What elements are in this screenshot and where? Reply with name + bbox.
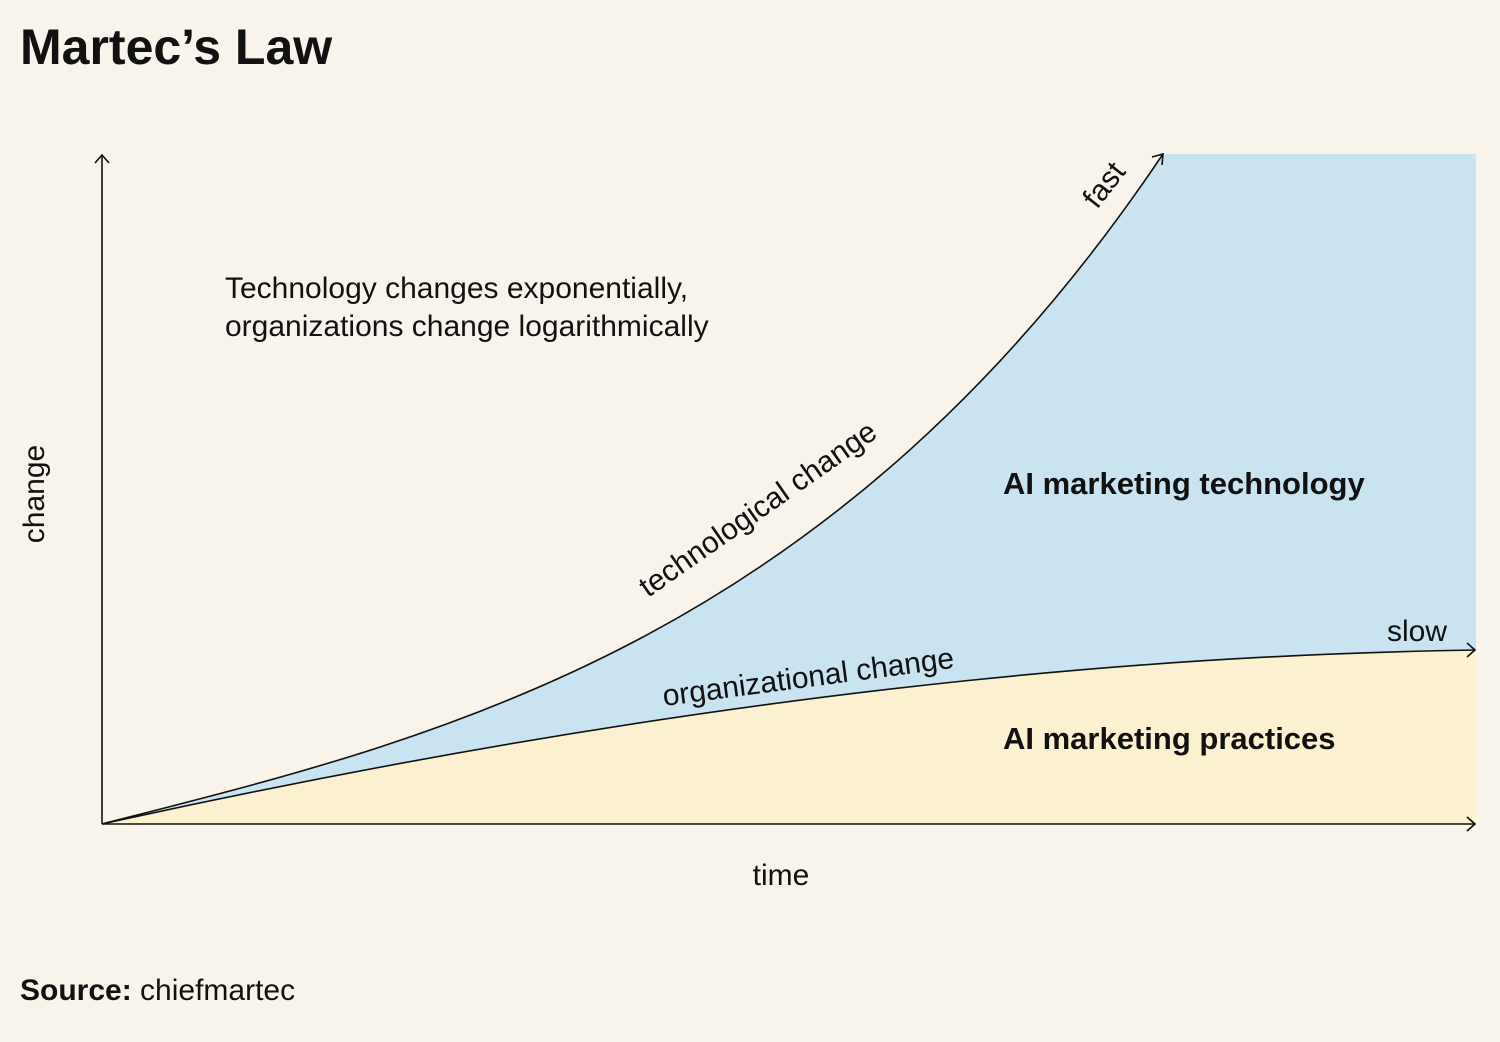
organization-curve-arrowhead-icon [1466, 642, 1477, 658]
source-name: chiefmartec [140, 974, 295, 1007]
practices-region [102, 650, 1476, 824]
diagram-title: Martec’s Law [20, 19, 332, 75]
technology-region [102, 154, 1476, 824]
source-prefix: Source: [20, 974, 132, 1007]
y-axis-arrowhead-icon [94, 153, 110, 164]
practices-region-label: AI marketing practices [1003, 721, 1336, 756]
technology-region-label: AI marketing technology [1003, 466, 1365, 501]
source-line: Source: chiefmartec [20, 974, 295, 1007]
x-axis-arrowhead-icon [1466, 816, 1477, 832]
technology-curve [101, 152, 1164, 825]
subtitle-line-2: organizations change logarithmically [225, 310, 709, 343]
y-axis-label: change [18, 445, 51, 543]
y-axis [94, 153, 110, 824]
subtitle-line-1: Technology changes exponentially, [225, 272, 688, 305]
technology-curve-end-label: fast [1077, 155, 1133, 214]
organization-curve-end-label: slow [1387, 615, 1447, 648]
x-axis-label: time [753, 859, 810, 892]
technology-curve-arrowhead-icon [1151, 152, 1164, 166]
x-axis [102, 816, 1477, 832]
organization-curve [101, 642, 1477, 825]
